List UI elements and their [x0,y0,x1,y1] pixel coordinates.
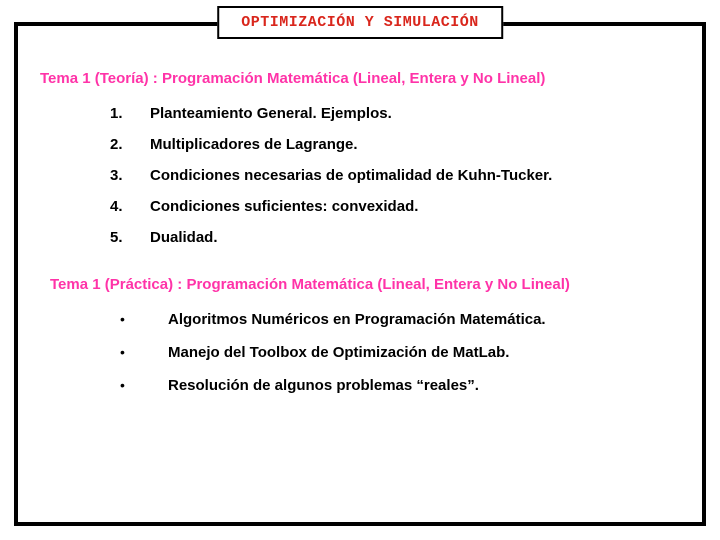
slide-title-box: OPTIMIZACIÓN Y SIMULACIÓN [217,6,503,39]
bullet-text: Manejo del Toolbox de Optimización de Ma… [168,344,509,361]
list-item: 1. Planteamiento General. Ejemplos. [110,105,690,122]
slide-content: Tema 1 (Teoría) : Programación Matemátic… [40,70,690,410]
list-item: • Manejo del Toolbox de Optimización de … [120,344,690,361]
section-heading-theory: Tema 1 (Teoría) : Programación Matemátic… [40,70,690,87]
list-marker: 5. [110,229,150,246]
bullet-text: Algoritmos Numéricos en Programación Mat… [168,311,546,328]
section-heading-practice: Tema 1 (Práctica) : Programación Matemát… [50,276,690,293]
list-text: Dualidad. [150,229,218,246]
bullet-text: Resolución de algunos problemas “reales”… [168,377,479,394]
list-marker: 3. [110,167,150,184]
bullet-list: • Algoritmos Numéricos en Programación M… [120,311,690,394]
list-item: • Algoritmos Numéricos en Programación M… [120,311,690,328]
numbered-list: 1. Planteamiento General. Ejemplos. 2. M… [110,105,690,246]
list-item: • Resolución de algunos problemas “reale… [120,377,690,394]
slide-title: OPTIMIZACIÓN Y SIMULACIÓN [241,14,479,31]
list-text: Multiplicadores de Lagrange. [150,136,358,153]
list-item: 2. Multiplicadores de Lagrange. [110,136,690,153]
list-item: 4. Condiciones suficientes: convexidad. [110,198,690,215]
list-text: Condiciones suficientes: convexidad. [150,198,418,215]
bullet-marker: • [120,311,168,327]
bullet-marker: • [120,377,168,393]
list-marker: 2. [110,136,150,153]
list-marker: 4. [110,198,150,215]
bullet-marker: • [120,344,168,360]
list-text: Planteamiento General. Ejemplos. [150,105,392,122]
list-item: 3. Condiciones necesarias de optimalidad… [110,167,690,184]
list-text: Condiciones necesarias de optimalidad de… [150,167,552,184]
list-item: 5. Dualidad. [110,229,690,246]
list-marker: 1. [110,105,150,122]
